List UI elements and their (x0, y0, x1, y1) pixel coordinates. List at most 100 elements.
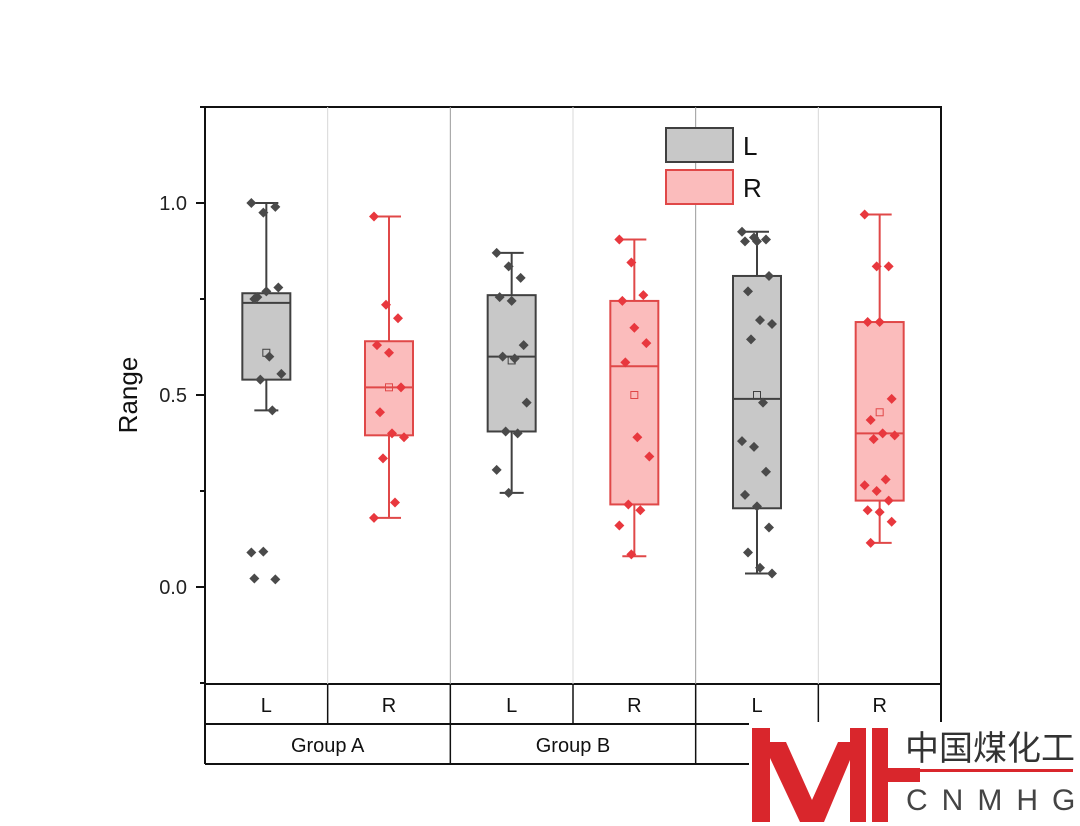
data-point (862, 505, 873, 516)
box-group-b-l (486, 247, 537, 498)
data-point (515, 272, 526, 283)
mean-marker (630, 391, 639, 399)
group-label: Group B (536, 735, 610, 757)
data-point (390, 497, 400, 508)
data-point (632, 432, 643, 443)
data-point (767, 568, 777, 579)
data-point (755, 315, 765, 326)
data-point (399, 432, 409, 443)
data-point (264, 351, 275, 362)
data-point (737, 436, 747, 447)
data-point (270, 574, 281, 585)
subcategory-label: L (261, 695, 272, 717)
data-point (393, 313, 403, 324)
data-point (755, 562, 765, 573)
data-point (638, 290, 649, 301)
subcategory-label: L (751, 695, 762, 717)
data-point (614, 520, 625, 531)
data-point (246, 547, 257, 558)
logo-en-text: CNMHG (906, 784, 1080, 817)
data-point (740, 236, 750, 247)
box-series (241, 198, 905, 585)
data-point (620, 357, 631, 368)
data-point (629, 322, 640, 333)
data-point (767, 318, 777, 329)
iqr-box (241, 292, 292, 381)
data-point (500, 426, 511, 437)
data-point (396, 382, 406, 393)
subcategory-label: R (382, 695, 396, 717)
data-point (381, 299, 391, 310)
data-point (752, 236, 762, 247)
group-label: Group A (291, 735, 365, 757)
data-point (635, 505, 646, 516)
data-point (883, 261, 894, 272)
box-group-c-r (854, 209, 905, 548)
data-point (886, 516, 897, 527)
box-group-c-l (732, 226, 782, 579)
data-point (506, 295, 517, 306)
data-point (889, 430, 900, 441)
data-point (384, 347, 394, 358)
y-axis-title: Range (113, 357, 143, 434)
data-point (261, 286, 272, 297)
data-point (644, 451, 655, 462)
data-point (871, 486, 882, 496)
logo-mark (752, 728, 920, 822)
y-tick-label: 0.0 (159, 577, 187, 599)
data-point (509, 353, 520, 364)
data-point (874, 317, 885, 328)
mean-marker (753, 391, 761, 399)
legend-swatch-l (665, 127, 734, 163)
box-group-a-l (241, 198, 292, 585)
data-point (246, 198, 257, 208)
legend-label-l: L (743, 131, 757, 161)
data-point (871, 261, 882, 272)
legend-swatch-r (665, 169, 734, 205)
logo-cn-text: 中国煤化工 (905, 729, 1075, 769)
legend: L R (665, 127, 762, 205)
data-point (761, 234, 771, 245)
y-tick-label: 1.0 (159, 193, 187, 215)
data-point (369, 211, 379, 222)
data-point (883, 495, 894, 506)
logo-divider (905, 769, 1073, 772)
data-point (258, 207, 269, 218)
data-point (868, 434, 879, 445)
box-group-b-r (609, 234, 660, 560)
data-point (518, 340, 529, 351)
data-point (494, 292, 505, 303)
data-point (740, 489, 750, 500)
data-point (737, 226, 747, 237)
data-point (521, 397, 532, 408)
data-point (491, 247, 502, 258)
data-point (617, 295, 628, 306)
data-point (874, 507, 885, 518)
data-point (862, 317, 873, 328)
data-point (252, 292, 263, 303)
data-point (623, 499, 634, 510)
data-point (880, 474, 891, 485)
iqr-box (854, 321, 905, 502)
subcategory-label: L (506, 695, 517, 717)
watermark-logo: 中国煤化工 CNMHG (749, 722, 1080, 826)
data-point (249, 573, 260, 584)
data-point (497, 351, 508, 362)
y-axis: 0.0 0.5 1.0 (159, 106, 205, 684)
data-point (267, 405, 278, 416)
data-point (764, 522, 774, 533)
data-point (641, 338, 652, 349)
data-point (877, 428, 888, 439)
data-point (491, 464, 502, 475)
data-point (886, 393, 897, 404)
y-tick-label: 0.5 (159, 385, 187, 407)
data-point (746, 334, 756, 345)
data-point (761, 466, 771, 477)
data-point (743, 286, 753, 297)
mean-marker (385, 383, 393, 392)
data-point (512, 428, 523, 439)
box-group-a-r (364, 211, 414, 523)
data-point (859, 480, 870, 491)
data-point (758, 397, 768, 408)
